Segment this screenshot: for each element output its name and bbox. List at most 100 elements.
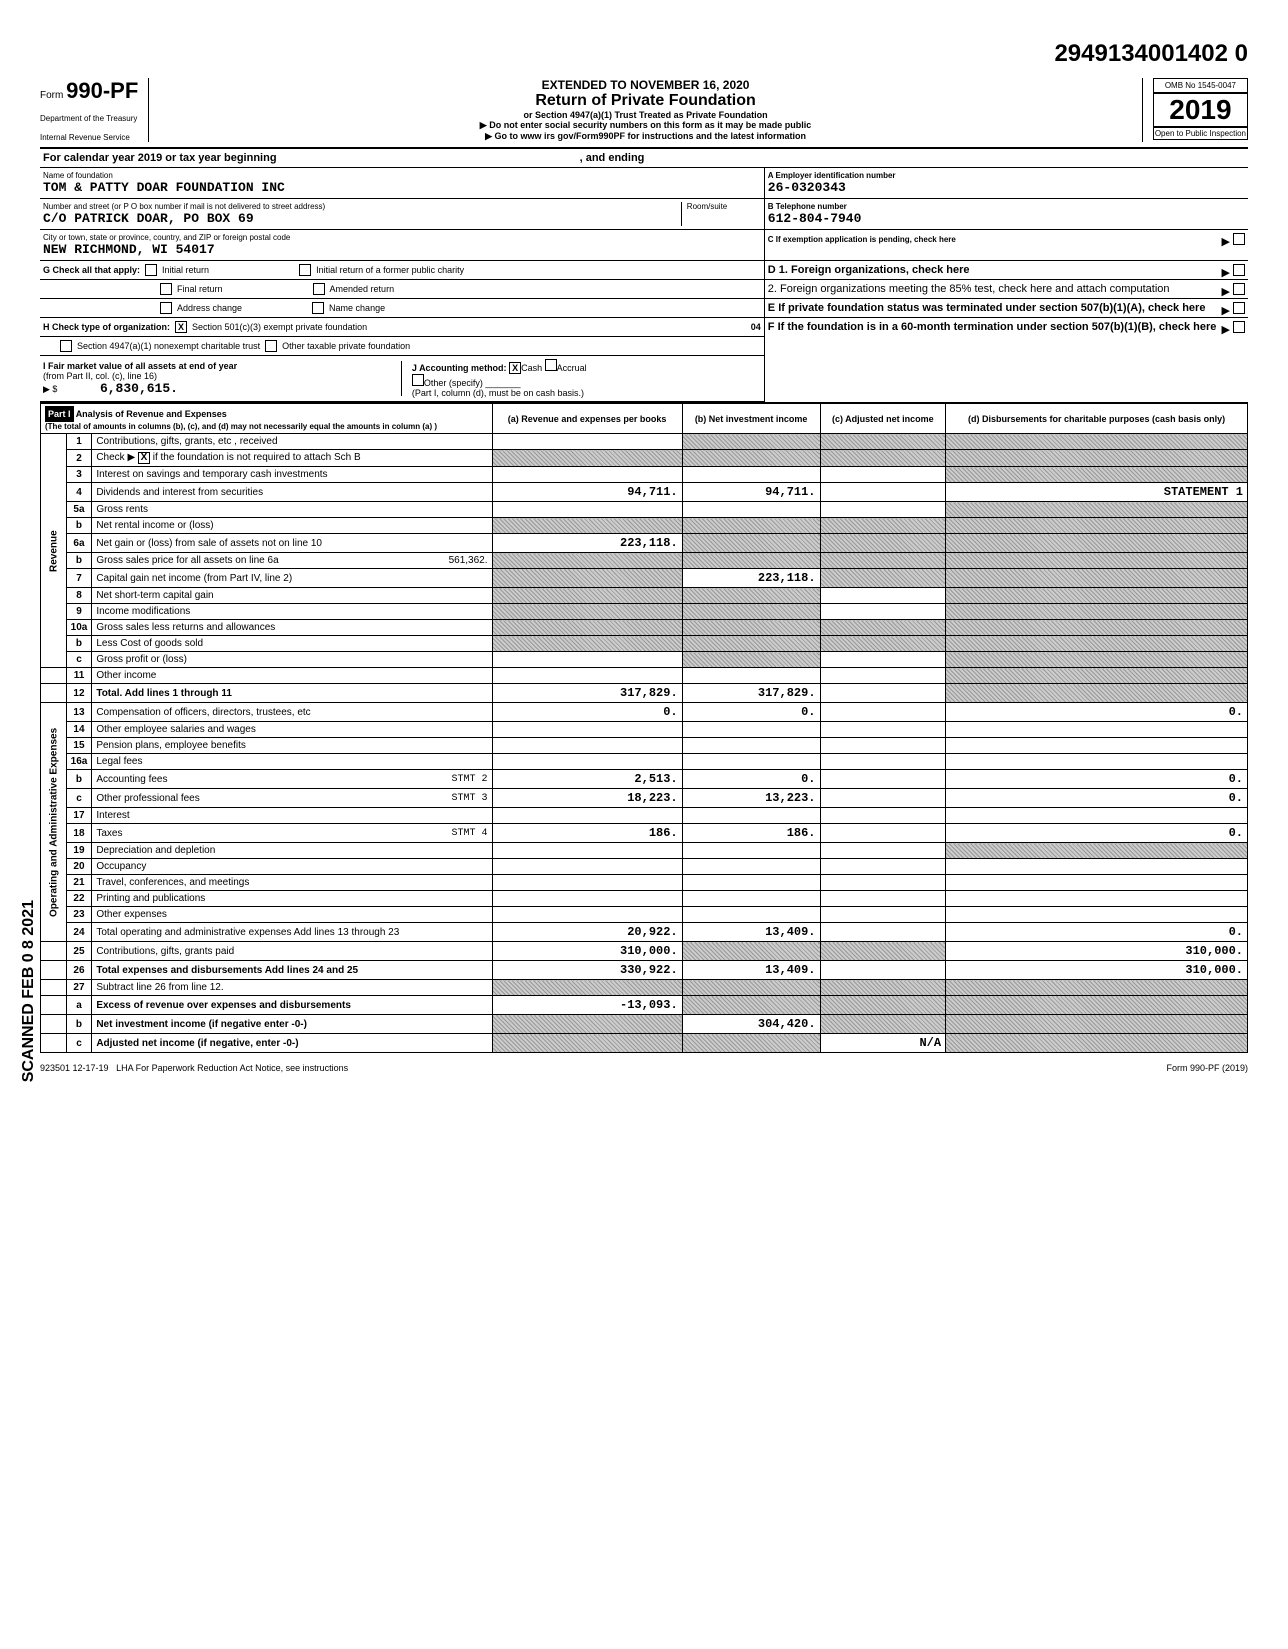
l12-label: Total. Add lines 1 through 11 xyxy=(92,684,492,703)
l10a-label: Gross sales less returns and allowances xyxy=(92,620,492,636)
omb: OMB No 1545-0047 xyxy=(1153,78,1248,93)
d1-label: D 1. Foreign organizations, check here xyxy=(768,264,970,276)
i-label: I Fair market value of all assets at end… xyxy=(43,361,401,371)
open-inspection: Open to Public Inspection xyxy=(1153,127,1248,140)
l13-a: 0. xyxy=(492,703,682,722)
i-sub: (from Part II, col. (c), line 16) xyxy=(43,371,401,381)
l13-num: 13 xyxy=(66,703,92,722)
l5b-label: Net rental income or (loss) xyxy=(92,518,492,534)
exempt-checkbox[interactable] xyxy=(1233,233,1245,245)
l8-label: Net short-term capital gain xyxy=(92,588,492,604)
cal-year-label: For calendar year 2019 or tax year begin… xyxy=(43,152,277,164)
h-501c3-label: Section 501(c)(3) exempt private foundat… xyxy=(192,322,367,332)
l6a-num: 6a xyxy=(66,534,92,553)
h-other-cb[interactable] xyxy=(265,340,277,352)
d2-cb[interactable] xyxy=(1233,283,1245,295)
l27b-num: b xyxy=(66,1015,92,1034)
l16b-label: Accounting fees xyxy=(96,774,167,785)
top-code: 2949134001402 0 xyxy=(40,40,1248,68)
footer-form: Form 990-PF (2019) xyxy=(1166,1063,1248,1073)
foundation-addr: C/O PATRICK DOAR, PO BOX 69 xyxy=(43,211,681,226)
l4-a: 94,711. xyxy=(492,483,682,502)
l4-d: STATEMENT 1 xyxy=(946,483,1248,502)
l18-stmt: STMT 4 xyxy=(452,828,488,839)
l2-label: Check ▶ xyxy=(96,452,135,463)
part1-note: (The total of amounts in columns (b), (c… xyxy=(45,422,488,431)
l11-label: Other income xyxy=(92,668,492,684)
h-4947-label: Section 4947(a)(1) nonexempt charitable … xyxy=(77,341,260,351)
amended-cb[interactable] xyxy=(313,283,325,295)
form-title: Return of Private Foundation xyxy=(159,92,1132,110)
l24-d: 0. xyxy=(946,923,1248,942)
initial-cb[interactable] xyxy=(145,264,157,276)
j-cash-label: Cash xyxy=(521,363,542,373)
l16c-stmt: STMT 3 xyxy=(452,793,488,804)
col-b: (b) Net investment income xyxy=(682,404,820,434)
addr-change-cb[interactable] xyxy=(160,302,172,314)
form-header: Form 990-PF Department of the Treasury I… xyxy=(40,78,1248,149)
l23-num: 23 xyxy=(66,907,92,923)
l7-num: 7 xyxy=(66,569,92,588)
l2-cb[interactable] xyxy=(138,452,150,464)
foundation-name: TOM & PATTY DOAR FOUNDATION INC xyxy=(43,180,761,195)
l18-label: Taxes xyxy=(96,828,122,839)
l25-d: 310,000. xyxy=(946,942,1248,961)
form-label: Form xyxy=(40,90,63,101)
l27b-b: 304,420. xyxy=(682,1015,820,1034)
l12-num: 12 xyxy=(66,684,92,703)
l6a-a: 223,118. xyxy=(492,534,682,553)
l8-num: 8 xyxy=(66,588,92,604)
dept: Department of the Treasury xyxy=(40,114,138,123)
l16c-d: 0. xyxy=(946,789,1248,808)
h-4947-cb[interactable] xyxy=(60,340,72,352)
l18-a: 186. xyxy=(492,824,682,843)
l5b-num: b xyxy=(66,518,92,534)
l16c-label: Other professional fees xyxy=(96,793,199,804)
l9-num: 9 xyxy=(66,604,92,620)
h-label: H Check type of organization: xyxy=(43,322,170,332)
part1-header: Part I xyxy=(45,406,74,422)
l4-b: 94,711. xyxy=(682,483,820,502)
extended-date: EXTENDED TO NOVEMBER 16, 2020 xyxy=(159,78,1132,92)
l10b-label: Less Cost of goods sold xyxy=(92,636,492,652)
name-change-cb[interactable] xyxy=(312,302,324,314)
l15-num: 15 xyxy=(66,738,92,754)
l16a-num: 16a xyxy=(66,754,92,770)
l6b-num: b xyxy=(66,553,92,569)
l3-num: 3 xyxy=(66,467,92,483)
l26-label: Total expenses and disbursements Add lin… xyxy=(92,961,492,980)
j-cash-cb[interactable] xyxy=(509,362,521,374)
revenue-label: Revenue xyxy=(41,434,67,668)
h-501c3-cb[interactable] xyxy=(175,321,187,333)
f-cb[interactable] xyxy=(1233,321,1245,333)
d1-cb[interactable] xyxy=(1233,264,1245,276)
e-cb[interactable] xyxy=(1233,302,1245,314)
i-note: (Part I, column (d), must be on cash bas… xyxy=(412,388,761,398)
l12-b: 317,829. xyxy=(682,684,820,703)
l18-b: 186. xyxy=(682,824,820,843)
j-accrual-cb[interactable] xyxy=(545,359,557,371)
ein-label: A Employer identification number xyxy=(768,171,1245,180)
initial-former-cb[interactable] xyxy=(299,264,311,276)
j-other-cb[interactable] xyxy=(412,374,424,386)
l24-num: 24 xyxy=(66,923,92,942)
l2-num: 2 xyxy=(66,450,92,467)
l11-num: 11 xyxy=(66,668,92,684)
l27b-label: Net investment income (if negative enter… xyxy=(92,1015,492,1034)
part1-title: Analysis of Revenue and Expenses xyxy=(76,409,227,419)
l10c-num: c xyxy=(66,652,92,668)
l24-label: Total operating and administrative expen… xyxy=(92,923,492,942)
l26-num: 26 xyxy=(66,961,92,980)
initial-label: Initial return xyxy=(162,265,209,275)
j-other-label: Other (specify) xyxy=(424,378,483,388)
final-cb[interactable] xyxy=(160,283,172,295)
tax-year: 2019 xyxy=(1153,93,1248,127)
l27-num: 27 xyxy=(66,980,92,996)
name-change-label: Name change xyxy=(329,303,385,313)
l4-num: 4 xyxy=(66,483,92,502)
l1-num: 1 xyxy=(66,434,92,450)
l18-num: 18 xyxy=(66,824,92,843)
phone: 612-804-7940 xyxy=(768,211,1245,226)
info-grid: Name of foundation TOM & PATTY DOAR FOUN… xyxy=(40,168,1248,261)
l15-label: Pension plans, employee benefits xyxy=(92,738,492,754)
